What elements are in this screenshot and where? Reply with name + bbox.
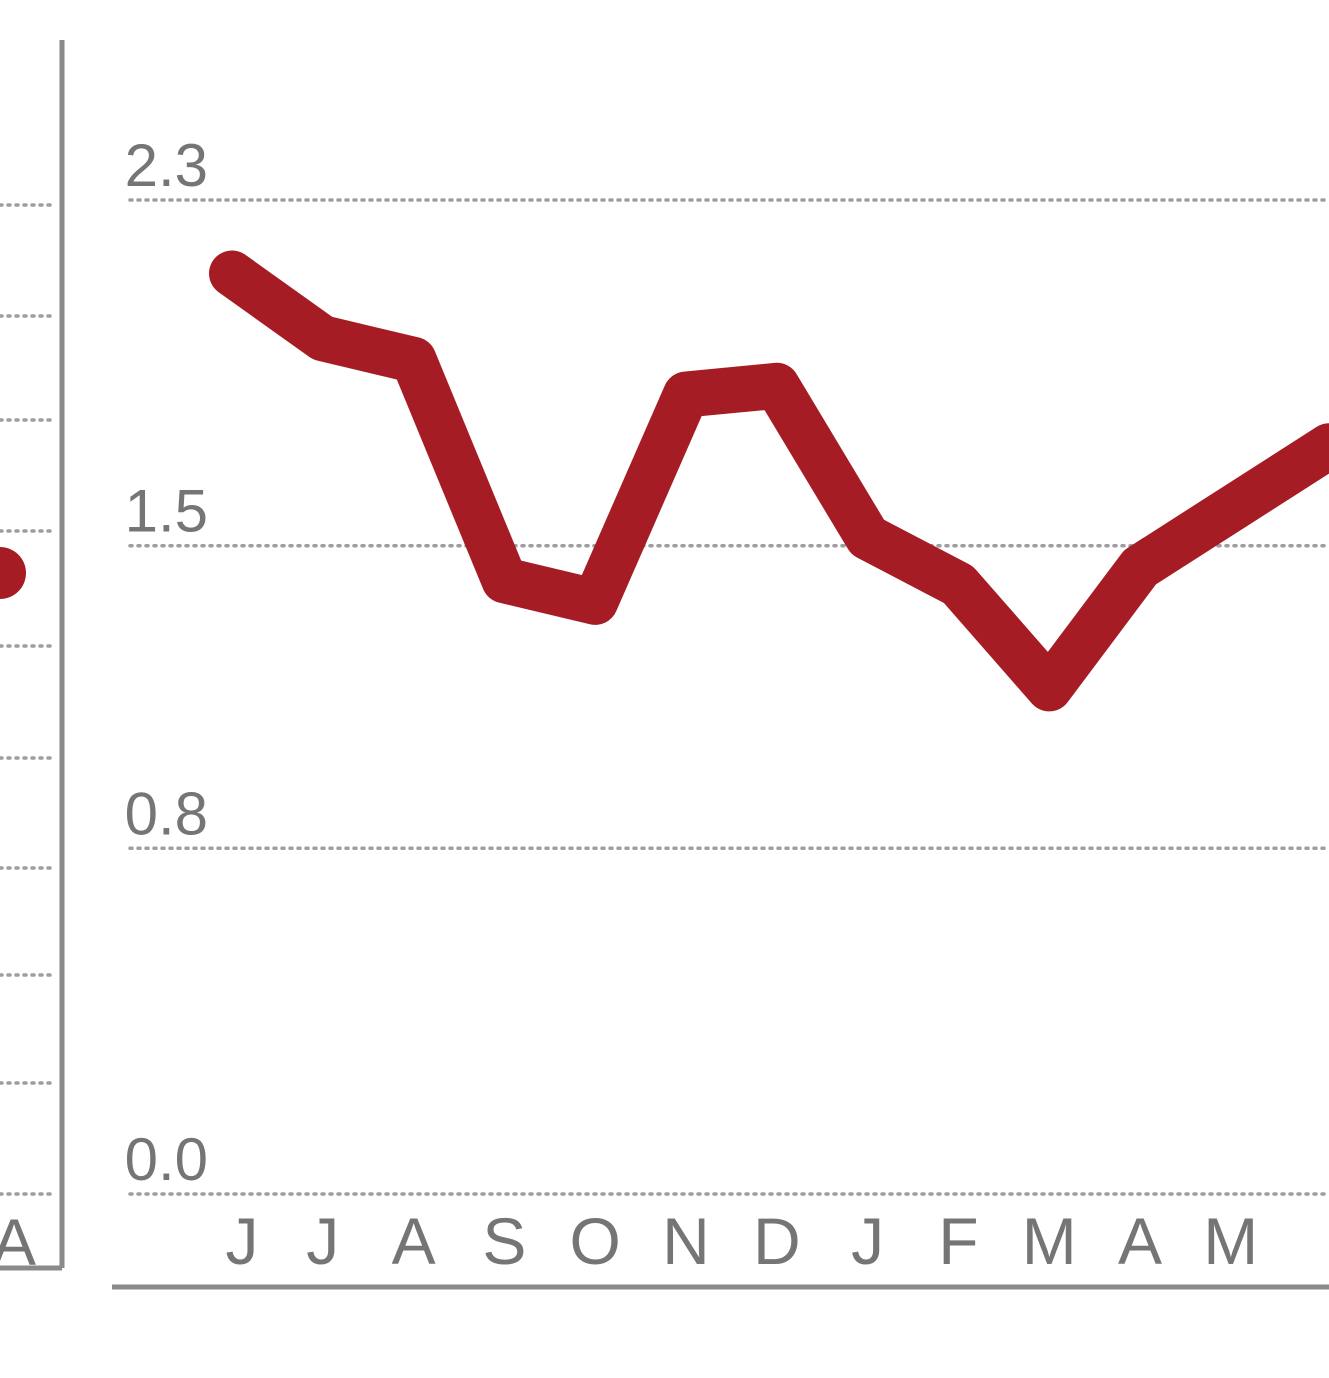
- main-x-tick-label: M: [1022, 1204, 1077, 1278]
- main-x-tick-label: J: [226, 1204, 259, 1278]
- main-x-tick-label: F: [938, 1204, 978, 1278]
- main-x-tick-label: A: [392, 1204, 436, 1278]
- main-x-tick-label: S: [482, 1204, 526, 1278]
- main-x-tick-label: O: [570, 1204, 621, 1278]
- main-panel-series-line: [209, 250, 1329, 712]
- main-y-tick-label: 1.5: [125, 478, 208, 545]
- main-x-tick-label: D: [753, 1204, 801, 1278]
- left-panel: A: [0, 40, 65, 1279]
- main-x-tick-label: A: [1118, 1204, 1162, 1278]
- main-panel-gridlines: [128, 198, 1329, 1196]
- main-y-tick-label: 2.3: [125, 132, 208, 199]
- left-panel-gridlines: [0, 203, 52, 1196]
- main-x-tick-label: J: [306, 1204, 339, 1278]
- main-x-tick-label: J: [851, 1204, 884, 1278]
- main-y-tick-label: 0.8: [125, 780, 208, 847]
- left-panel-series-end: [0, 547, 26, 599]
- main-y-tick-label: 0.0: [125, 1126, 208, 1193]
- left-panel-x-tick-label: A: [0, 1205, 36, 1279]
- main-x-tick-label: M: [1203, 1204, 1258, 1278]
- main-panel-y-tick-labels: 2.3 1.5 0.8 0.0: [125, 132, 208, 1193]
- main-x-tick-label: N: [662, 1204, 710, 1278]
